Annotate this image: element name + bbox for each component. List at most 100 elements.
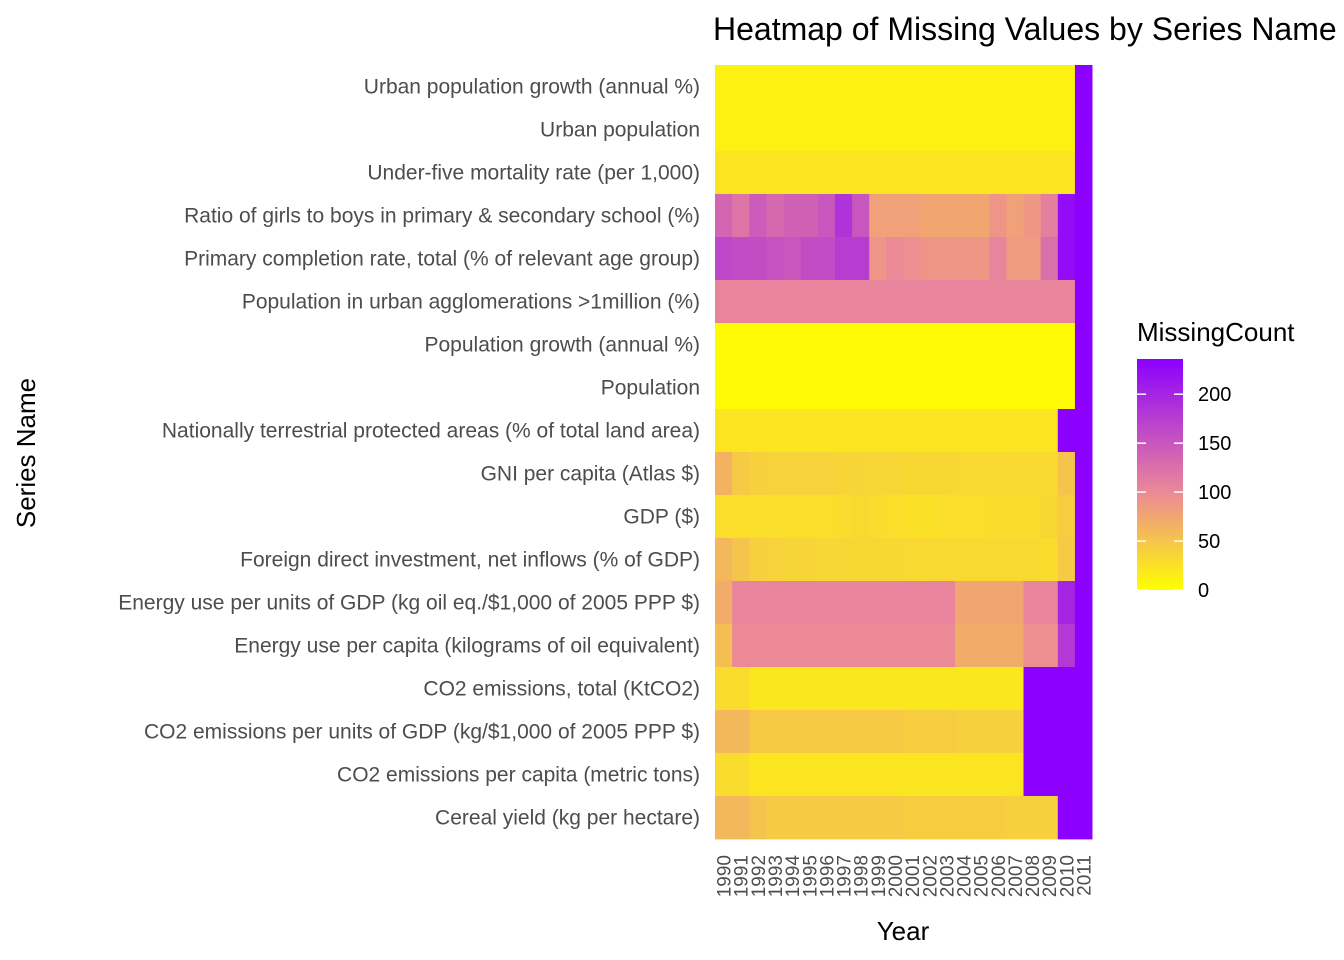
heatmap-cell (937, 108, 956, 152)
heatmap-cell (749, 796, 767, 840)
heatmap-cell (817, 495, 836, 539)
heatmap-cell (1040, 323, 1059, 367)
heatmap-cell (937, 581, 956, 625)
heatmap-cell (869, 108, 887, 152)
heatmap-cell (869, 710, 887, 754)
heatmap-cell (1074, 710, 1093, 754)
heatmap-cell (1006, 495, 1024, 539)
heatmap-cell (800, 624, 819, 668)
heatmap-cell (1006, 108, 1024, 152)
heatmap-cell (749, 538, 767, 582)
heatmap-cell (1006, 194, 1024, 238)
heatmap-cell (954, 538, 973, 582)
heatmap-cell (852, 65, 870, 109)
heatmap-cell (783, 108, 802, 152)
heatmap-cell (903, 151, 922, 195)
heatmap-cell (715, 323, 733, 367)
heatmap-cell (1057, 194, 1076, 238)
heatmap-cell (972, 710, 990, 754)
heatmap-cell (1006, 323, 1024, 367)
heatmap-cell (989, 65, 1007, 109)
heatmap-cell (972, 452, 990, 496)
heatmap-cell (749, 151, 767, 195)
heatmap-cell (852, 710, 870, 754)
heatmap-cell (1040, 151, 1059, 195)
heatmap-cell (869, 495, 887, 539)
heatmap-cells (715, 65, 1093, 840)
heatmap-cell (989, 796, 1007, 840)
heatmap-cell (715, 280, 733, 324)
heatmap-cell (852, 796, 870, 840)
heatmap-cell (920, 452, 939, 496)
heatmap-cell (1057, 280, 1076, 324)
heatmap-cell (1040, 65, 1059, 109)
heatmap-cell (954, 624, 973, 668)
heatmap-cell (989, 151, 1007, 195)
heatmap-cell (972, 280, 990, 324)
heatmap-cell (886, 366, 904, 410)
heatmap-cell (1040, 452, 1059, 496)
heatmap-cell (1023, 108, 1042, 152)
heatmap-cell (1074, 108, 1093, 152)
x-tick-label: 1990 (715, 855, 736, 897)
heatmap-cell (715, 452, 733, 496)
x-tick-label: 2009 (1040, 855, 1061, 897)
heatmap-cell (852, 624, 870, 668)
heatmap-cell (852, 409, 870, 453)
heatmap-cell (834, 151, 853, 195)
heatmap-cell (972, 753, 990, 797)
heatmap-cell (732, 280, 750, 324)
heatmap-cell (783, 710, 802, 754)
x-tick-label: 1997 (835, 855, 856, 897)
heatmap-cell (766, 624, 784, 668)
heatmap-cell (732, 65, 750, 109)
heatmap-cell (817, 323, 836, 367)
heatmap-cell (1040, 624, 1059, 668)
heatmap-cell (732, 409, 750, 453)
heatmap-cell (732, 237, 750, 281)
heatmap-cell (817, 409, 836, 453)
heatmap-cell (783, 409, 802, 453)
heatmap-cell (817, 65, 836, 109)
heatmap-cell (1023, 280, 1042, 324)
y-tick-label: Foreign direct investment, net inflows (… (240, 549, 700, 572)
x-tick-label: 2005 (972, 855, 993, 897)
heatmap-cell (920, 108, 939, 152)
heatmap-cell (903, 753, 922, 797)
heatmap-cell (886, 237, 904, 281)
heatmap-cell (715, 796, 733, 840)
heatmap-cell (920, 796, 939, 840)
heatmap-cell (1074, 581, 1093, 625)
heatmap-cell (715, 538, 733, 582)
heatmap-cell (886, 452, 904, 496)
heatmap-cell (972, 65, 990, 109)
heatmap-cell (715, 65, 733, 109)
x-tick-label: 2007 (1006, 855, 1027, 897)
heatmap-cell (766, 710, 784, 754)
heatmap-cell (903, 452, 922, 496)
heatmap-cell (1040, 194, 1059, 238)
heatmap-cell (937, 151, 956, 195)
heatmap-cell (817, 452, 836, 496)
heatmap-cell (1057, 65, 1076, 109)
heatmap-cell (869, 151, 887, 195)
heatmap-cell (1057, 237, 1076, 281)
heatmap-cell (886, 323, 904, 367)
heatmap-cell (989, 452, 1007, 496)
heatmap-cell (954, 237, 973, 281)
heatmap-cell (749, 366, 767, 410)
heatmap-cell (715, 624, 733, 668)
heatmap-cell (817, 796, 836, 840)
y-tick-label: GNI per capita (Atlas $) (481, 463, 700, 486)
heatmap-cell (1023, 194, 1042, 238)
heatmap-cell (903, 108, 922, 152)
heatmap-cell (937, 710, 956, 754)
heatmap-cell (732, 323, 750, 367)
heatmap-cell (1074, 151, 1093, 195)
heatmap-cell (732, 796, 750, 840)
heatmap-cell (937, 409, 956, 453)
heatmap-cell (852, 237, 870, 281)
x-axis-title: Year (877, 916, 930, 946)
color-legend: MissingCount 0 50 100 150 200 (1137, 317, 1295, 602)
heatmap-cell (800, 237, 819, 281)
